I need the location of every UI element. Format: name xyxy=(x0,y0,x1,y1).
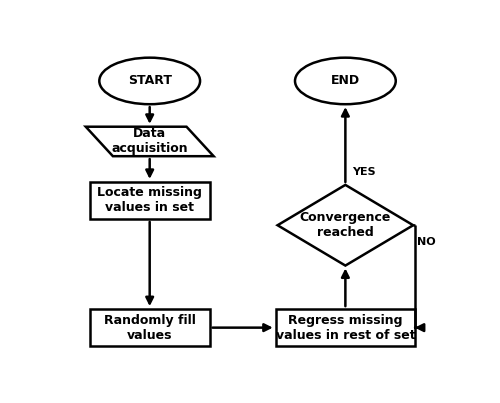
Text: Data
acquisition: Data acquisition xyxy=(112,127,188,156)
Text: END: END xyxy=(331,75,360,87)
Text: Locate missing
values in set: Locate missing values in set xyxy=(97,187,202,214)
Bar xyxy=(90,309,210,346)
Bar xyxy=(90,182,210,219)
Text: Randomly fill
values: Randomly fill values xyxy=(104,314,196,342)
Text: START: START xyxy=(128,75,172,87)
Bar xyxy=(276,309,415,346)
Text: Convergence
reached: Convergence reached xyxy=(300,211,391,239)
Text: YES: YES xyxy=(352,168,376,177)
Text: Regress missing
values in rest of set: Regress missing values in rest of set xyxy=(276,314,415,342)
Text: NO: NO xyxy=(417,237,436,247)
